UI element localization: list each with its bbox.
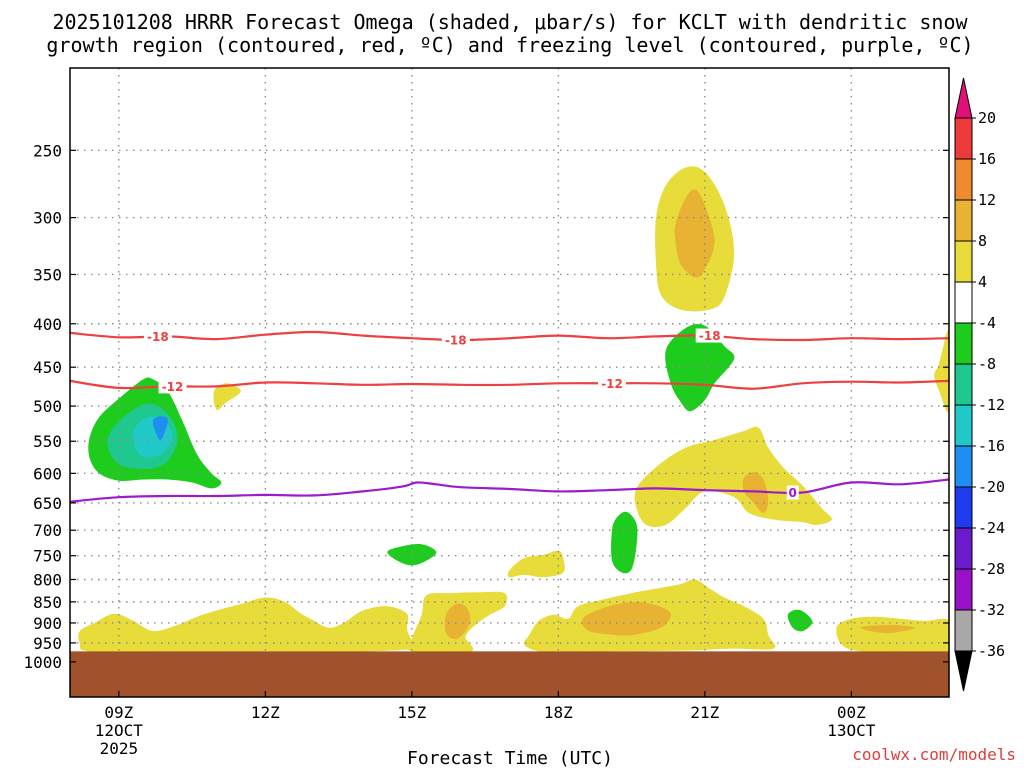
y-tick-label-600: 600	[33, 464, 62, 483]
y-tick-label-400: 400	[33, 315, 62, 334]
y-tick-label-650: 650	[33, 494, 62, 513]
colorbar-label--36: -36	[978, 642, 1005, 660]
colorbar-label-12: 12	[978, 191, 996, 209]
dendritic-contour-minus18-label-0: -18	[147, 330, 169, 344]
dendritic-contour-minus18-label-bg-0	[143, 329, 172, 344]
y-tick-label-950: 950	[33, 634, 62, 653]
x-axis-title: Forecast Time (UTC)	[407, 748, 613, 768]
omega-region-20	[787, 609, 813, 632]
colorbar-bin--4-4	[954, 281, 973, 324]
colorbar-bin--24--20	[954, 486, 973, 529]
x-tick-label-09Z-0: 09Z	[104, 703, 133, 722]
colorbar-bin--16--12	[954, 404, 973, 447]
x-tick-label-00Z-1: 13OCT	[827, 721, 876, 740]
dendritic-contour-minus18-label-bg-1	[441, 332, 470, 347]
colorbar-bin--20--16	[954, 445, 973, 488]
colorbar-bin-8-12	[954, 199, 973, 242]
y-tick-label-550: 550	[33, 432, 62, 451]
x-tick-label-09Z-1: 12OCT	[95, 721, 144, 740]
colorbar-label-16: 16	[978, 150, 996, 168]
dendritic-contour-minus12-label-bg-1	[598, 376, 627, 391]
x-tick-label-09Z-2: 2025	[100, 739, 139, 758]
colorbar-under-arrow	[954, 650, 973, 692]
omega-region-15	[78, 597, 416, 653]
y-tick-label-800: 800	[33, 571, 62, 590]
y-tick-label-350: 350	[33, 265, 62, 284]
ground-surface	[70, 651, 949, 697]
omega-region-2	[674, 189, 715, 278]
dendritic-contour-minus18-label-bg-2	[695, 328, 724, 343]
dendritic-contour-minus18-label-1: -18	[445, 333, 467, 347]
y-tick-label-450: 450	[33, 358, 62, 377]
credit-link[interactable]: coolwx.com/models	[852, 745, 1016, 764]
y-tick-label-1000: 1000	[23, 653, 62, 672]
omega-region-9	[213, 383, 241, 411]
dendritic-contour-minus12-label-1: -12	[601, 377, 623, 391]
y-tick-label-850: 850	[33, 593, 62, 612]
colorbar-label--24: -24	[978, 519, 1005, 537]
colorbar-bin--32--28	[954, 568, 973, 611]
omega-region-19	[581, 601, 671, 636]
colorbar-label--4: -4	[978, 314, 996, 332]
x-tick-label-00Z-0: 00Z	[837, 703, 866, 722]
y-tick-label-500: 500	[33, 397, 62, 416]
contours: -18 -18 -18 -12 -12 0	[70, 328, 949, 503]
plot-area: -18 -18 -18 -12 -12 0	[70, 68, 949, 697]
freezing-contour-zero-label-0: 0	[789, 486, 797, 500]
y-tick-label-750: 750	[33, 547, 62, 566]
colorbar-bin--28--24	[954, 527, 973, 570]
x-tick-label-15Z-0: 15Z	[397, 703, 426, 722]
y-tick-label-300: 300	[33, 209, 62, 228]
colorbar-bin-4-8	[954, 240, 973, 283]
colorbar-label--12: -12	[978, 396, 1005, 414]
omega-region-3	[665, 324, 735, 412]
omega-region-8	[152, 416, 168, 440]
plot-frame	[69, 67, 950, 698]
dendritic-contour-minus12	[70, 379, 949, 390]
x-tick-label-12Z-0: 12Z	[251, 703, 280, 722]
chart-title-line-2: growth region (contoured, red, ºC) and f…	[46, 33, 973, 57]
colorbar-label-4: 4	[978, 273, 987, 291]
colorbar-bin--8--4	[954, 322, 973, 365]
colorbar-bin--36--32	[954, 609, 973, 652]
omega-region-12	[611, 511, 638, 574]
colorbar-label-8: 8	[978, 232, 987, 250]
colorbar-label--16: -16	[978, 437, 1005, 455]
dendritic-contour-minus12-label-bg-0	[158, 379, 187, 394]
y-tick-label-900: 900	[33, 614, 62, 633]
colorbar-label--8: -8	[978, 355, 996, 373]
x-tick-label-18Z-0: 18Z	[544, 703, 573, 722]
omega-region-22	[860, 624, 915, 634]
colorbar-label--20: -20	[978, 478, 1005, 496]
x-tick-label-21Z-0: 21Z	[690, 703, 719, 722]
colorbar-label-20: 20	[978, 109, 996, 127]
omega-region-21	[836, 616, 949, 654]
y-axis: 250 300 350 400 450 500 550 600 650 700 750 800 850 9…	[23, 141, 949, 672]
colorbar-over-arrow	[954, 77, 973, 119]
omega-region-10	[634, 426, 832, 527]
omega-region-17	[444, 603, 471, 640]
freezing-contour-zero-label-bg-0	[786, 485, 799, 500]
colorbar-label--28: -28	[978, 560, 1005, 578]
chart-title-line-1: 2025101208 HRRR Forecast Omega (shaded, …	[52, 10, 968, 34]
omega-region-13	[387, 543, 437, 566]
colorbar-bin-12-16	[954, 158, 973, 201]
dendritic-contour-minus12-label-0: -12	[162, 380, 184, 394]
omega-region-4	[934, 329, 949, 413]
omega-region-14	[507, 550, 565, 578]
y-tick-label-250: 250	[33, 141, 62, 160]
colorbar-label--32: -32	[978, 601, 1005, 619]
omega-region-11	[742, 472, 769, 514]
colorbar: 20 16 12 8 4 -4 -8 -12 -16 -20 -24 -28 -32 -36	[954, 77, 1005, 692]
dendritic-contour-minus18-label-2: -18	[699, 329, 721, 343]
dendritic-contour-minus18	[70, 330, 949, 342]
colorbar-bin--12--8	[954, 363, 973, 406]
y-tick-label-700: 700	[33, 521, 62, 540]
colorbar-bin-16-20	[954, 117, 973, 160]
